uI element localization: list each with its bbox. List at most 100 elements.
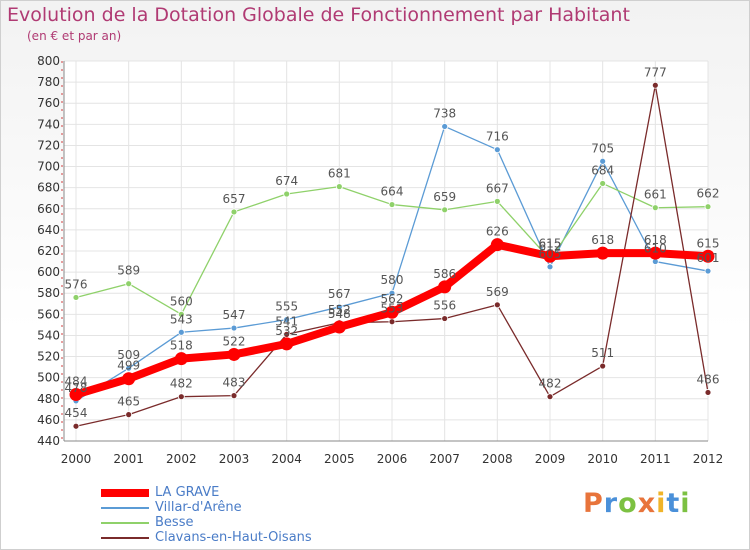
data-point: [335, 303, 343, 311]
data-label: 553: [381, 302, 404, 316]
data-point: [493, 197, 501, 205]
data-label: 543: [170, 312, 193, 326]
data-point: [441, 123, 449, 130]
data-point: [648, 246, 662, 260]
data-label: 518: [170, 339, 193, 353]
y-tick-label: 760: [37, 96, 60, 110]
x-tick-label: 2005: [324, 452, 355, 466]
data-point: [490, 238, 504, 252]
logo-letter: P: [583, 488, 604, 519]
y-tick-label: 580: [37, 286, 60, 300]
data-label: 615: [697, 236, 720, 250]
data-point: [69, 388, 83, 402]
x-tick-label: 2000: [61, 452, 92, 466]
legend-label: LA GRAVE: [155, 485, 220, 500]
data-label: 657: [223, 192, 246, 206]
x-tick-label: 2003: [219, 452, 250, 466]
data-label: 777: [644, 65, 667, 79]
data-label: 612: [539, 239, 562, 253]
data-point: [283, 316, 291, 324]
y-tick-label: 620: [37, 244, 60, 258]
data-label: 589: [117, 264, 140, 278]
data-point: [122, 372, 136, 386]
legend-label: Besse: [155, 515, 194, 530]
data-label: 482: [539, 377, 562, 391]
y-tick-label: 440: [37, 434, 60, 448]
data-label: 605: [539, 247, 562, 261]
data-point: [177, 393, 185, 401]
y-tick-label: 720: [37, 138, 60, 152]
legend-swatch: [101, 522, 149, 524]
data-label: 556: [433, 299, 456, 313]
data-label: 482: [170, 377, 193, 391]
data-label: 618: [591, 233, 614, 247]
logo-letter: t: [666, 488, 681, 519]
data-point: [230, 324, 238, 332]
data-label: 548: [328, 307, 351, 321]
data-point: [177, 310, 185, 318]
x-tick-label: 2011: [640, 452, 671, 466]
data-point: [493, 301, 501, 309]
data-point: [125, 364, 133, 372]
data-label: 484: [65, 375, 88, 389]
data-point: [177, 328, 185, 336]
data-point: [441, 206, 449, 214]
data-point: [599, 157, 607, 165]
logo-letter: r: [603, 488, 619, 519]
data-label: 541: [275, 314, 298, 328]
data-label: 664: [381, 185, 404, 199]
data-point: [599, 180, 607, 187]
chart-subtitle: (en € et par an): [27, 29, 122, 43]
data-label: 483: [223, 376, 246, 390]
data-label: 562: [381, 292, 404, 306]
data-point: [283, 190, 291, 198]
data-point: [651, 204, 659, 212]
logo-letter: i: [656, 488, 667, 519]
data-label: 610: [644, 242, 667, 256]
data-label: 659: [433, 190, 456, 204]
data-label: 716: [486, 130, 509, 144]
data-label: 674: [275, 174, 298, 188]
legend-swatch: [101, 537, 149, 539]
x-tick-label: 2002: [166, 452, 197, 466]
data-label: 547: [223, 308, 246, 322]
data-label: 567: [328, 287, 351, 301]
data-point: [546, 263, 554, 271]
data-label: 576: [65, 277, 88, 291]
data-label: 601: [697, 251, 720, 265]
data-label: 454: [65, 406, 88, 420]
data-label: 509: [117, 348, 140, 362]
data-label: 465: [117, 395, 140, 409]
data-point: [388, 289, 396, 297]
data-point: [704, 203, 712, 211]
x-tick-label: 2006: [377, 452, 408, 466]
data-point: [704, 389, 712, 396]
data-label: 661: [644, 188, 667, 202]
y-tick-label: 660: [37, 202, 60, 216]
x-tick-label: 2008: [482, 452, 513, 466]
y-tick-label: 540: [37, 328, 60, 342]
data-label: 560: [170, 294, 193, 308]
x-tick-label: 2007: [429, 452, 460, 466]
y-tick-label: 480: [37, 392, 60, 406]
data-label: 580: [381, 273, 404, 287]
data-label: 555: [275, 300, 298, 314]
x-tick-label: 2004: [271, 452, 302, 466]
data-point: [72, 422, 80, 430]
data-point: [546, 393, 554, 401]
data-point: [438, 280, 452, 294]
data-point: [493, 146, 501, 154]
data-point: [174, 352, 188, 366]
data-label: 532: [275, 324, 298, 338]
logo-letter: o: [618, 488, 638, 519]
y-tick-label: 560: [37, 307, 60, 321]
data-label: 552: [328, 303, 351, 317]
y-tick-label: 640: [37, 223, 60, 237]
data-label: 511: [591, 346, 614, 360]
data-point: [335, 183, 343, 191]
data-label: 738: [433, 106, 456, 120]
data-label: 618: [644, 233, 667, 247]
y-tick-label: 600: [37, 265, 60, 279]
